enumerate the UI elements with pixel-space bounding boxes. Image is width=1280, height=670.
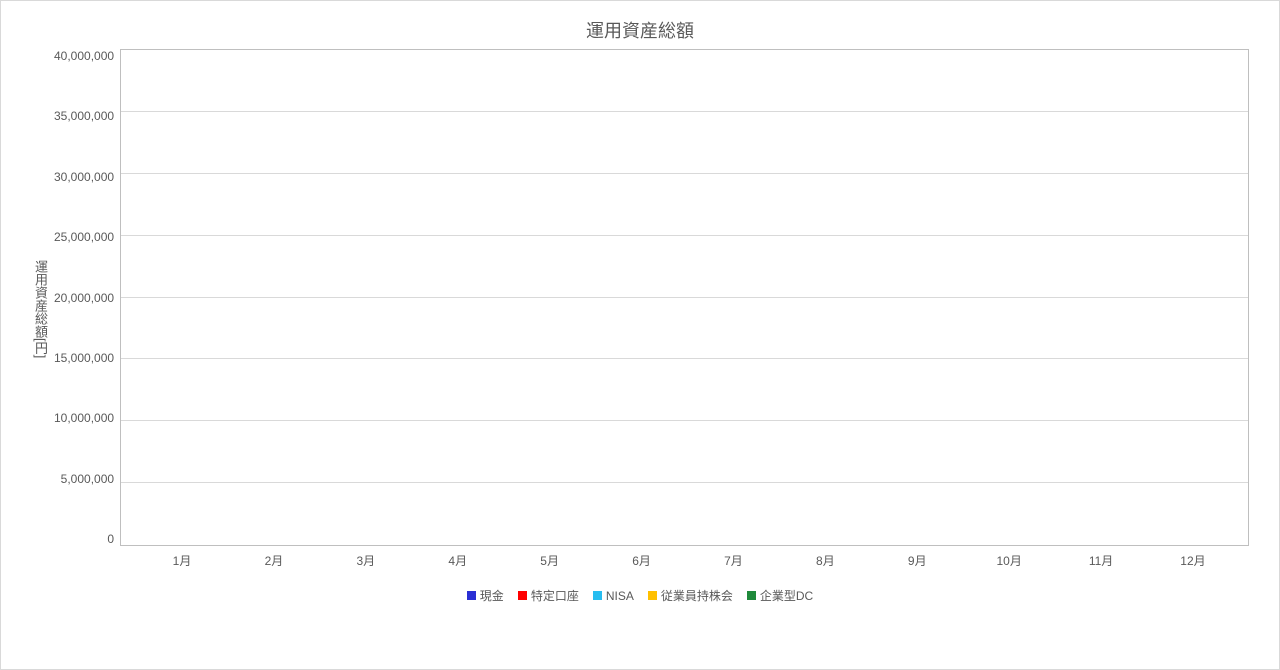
y-tick-label: 5,000,000 xyxy=(61,472,114,486)
x-tick-label: 3月 xyxy=(320,552,412,569)
legend-swatch xyxy=(518,591,527,600)
legend-swatch xyxy=(648,591,657,600)
x-tick-label: 9月 xyxy=(871,552,963,569)
legend-item-dc: 企業型DC xyxy=(747,587,813,604)
legend-label: 特定口座 xyxy=(531,587,579,604)
x-ticks: 1月2月3月4月5月6月7月8月9月10月11月12月 xyxy=(54,546,1249,569)
plot-row: 運用資産総額[円] 40,000,000 35,000,000 30,000,000… xyxy=(31,49,1249,569)
x-tick-label: 12月 xyxy=(1147,552,1239,569)
x-tick-label: 1月 xyxy=(136,552,228,569)
x-tick-label: 5月 xyxy=(504,552,596,569)
legend-item-cash: 現金 xyxy=(467,587,504,604)
y-tick-label: 20,000,000 xyxy=(54,291,114,305)
plot-grid xyxy=(120,49,1249,546)
legend-swatch xyxy=(467,591,476,600)
y-tick-label: 15,000,000 xyxy=(54,351,114,365)
x-tick-label: 7月 xyxy=(688,552,780,569)
x-tick-label: 4月 xyxy=(412,552,504,569)
y-tick-label: 0 xyxy=(107,532,114,546)
y-ticks: 40,000,000 35,000,000 30,000,000 25,000,000… xyxy=(54,49,120,546)
y-tick-label: 40,000,000 xyxy=(54,49,114,63)
chart-container: 運用資産総額 運用資産総額[円] 40,000,000 35,000,000 30,… xyxy=(0,0,1280,670)
legend-swatch xyxy=(747,591,756,600)
x-tick-label: 8月 xyxy=(779,552,871,569)
legend-swatch xyxy=(593,591,602,600)
xticks-spacer xyxy=(54,546,126,569)
x-tick-label: 10月 xyxy=(963,552,1055,569)
legend-label: 従業員持株会 xyxy=(661,587,733,604)
legend-item-mochikabu: 従業員持株会 xyxy=(648,587,733,604)
x-tick-label: 2月 xyxy=(228,552,320,569)
plot-area: 40,000,000 35,000,000 30,000,000 25,000,000… xyxy=(54,49,1249,546)
legend: 現金 特定口座 NISA 従業員持株会 企業型DC xyxy=(31,587,1249,604)
y-axis-label: 運用資産総額[円] xyxy=(31,49,54,569)
legend-item-nisa: NISA xyxy=(593,587,634,604)
x-tick-label: 6月 xyxy=(596,552,688,569)
legend-label: 企業型DC xyxy=(760,587,813,604)
bars-layer xyxy=(121,50,1248,545)
legend-item-tokutei: 特定口座 xyxy=(518,587,579,604)
legend-label: 現金 xyxy=(480,587,504,604)
plot-and-axis: 40,000,000 35,000,000 30,000,000 25,000,000… xyxy=(54,49,1249,569)
chart-title: 運用資産総額 xyxy=(31,17,1249,43)
legend-label: NISA xyxy=(606,589,634,603)
y-tick-label: 25,000,000 xyxy=(54,230,114,244)
y-tick-label: 10,000,000 xyxy=(54,411,114,425)
xticks-inner: 1月2月3月4月5月6月7月8月9月10月11月12月 xyxy=(126,546,1249,569)
x-tick-label: 11月 xyxy=(1055,552,1147,569)
y-tick-label: 30,000,000 xyxy=(54,170,114,184)
y-tick-label: 35,000,000 xyxy=(54,109,114,123)
